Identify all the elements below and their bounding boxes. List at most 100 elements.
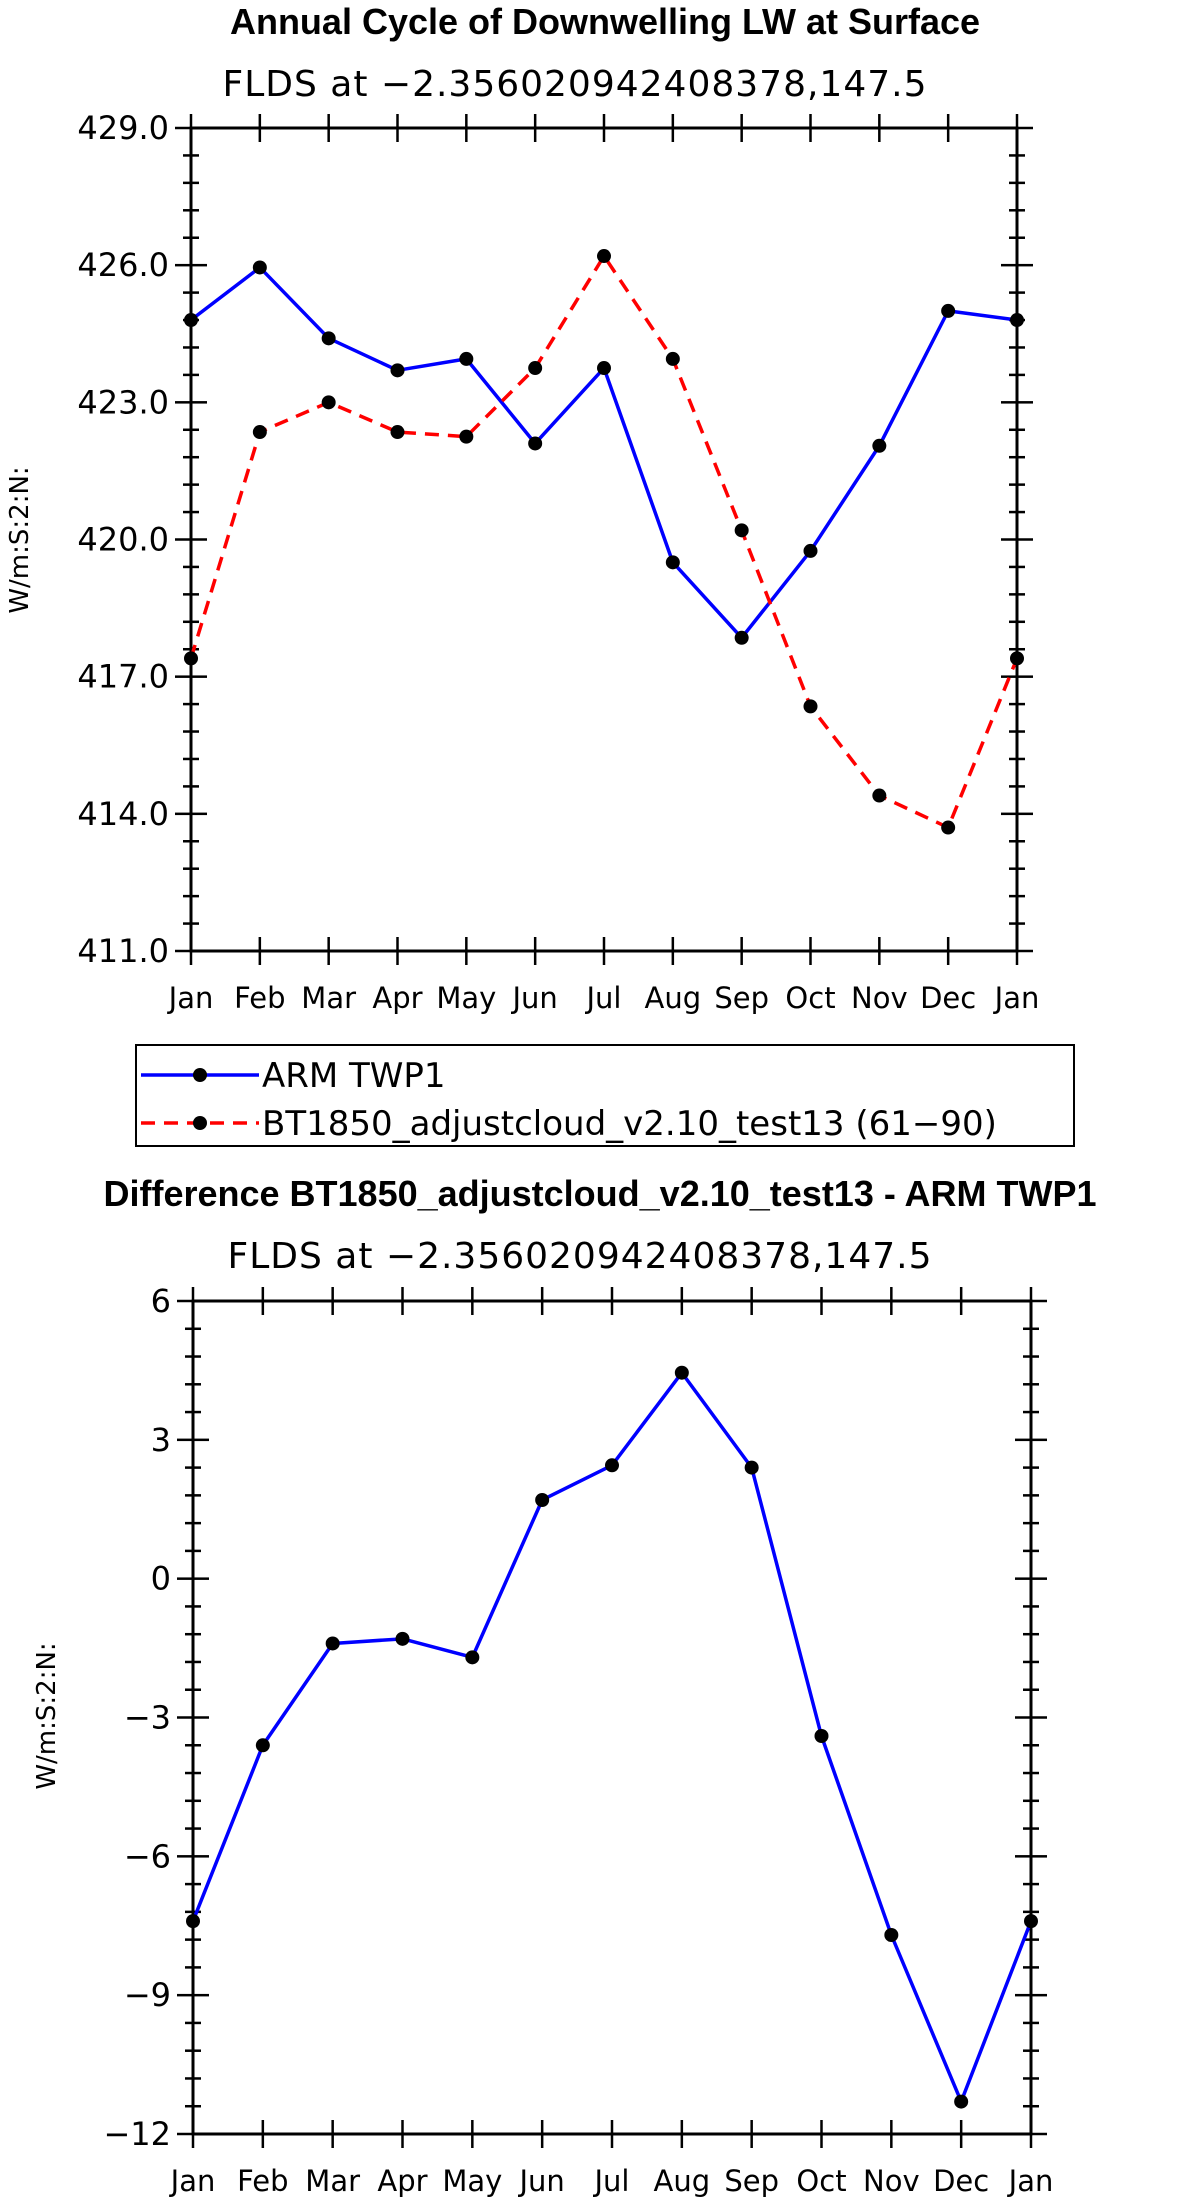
chart1-ytick-label: 411.0 (77, 932, 169, 970)
chart2-ytick-label: −3 (124, 1699, 171, 1737)
chart2-ylabel: W/m:S:2:N: (32, 1642, 62, 1789)
chart1-series-0-point (1010, 313, 1024, 328)
chart2-xtick-label: Oct (796, 2164, 846, 2198)
chart1-series-line-1 (189, 254, 1019, 830)
chart2-series-0-point (325, 1636, 340, 1651)
chart2-ytick-label: −12 (103, 2115, 171, 2153)
chart2-xtick-label: Jan (1007, 2164, 1054, 2198)
chart1-xtick-label: Dec (920, 981, 976, 1015)
chart1-series (184, 249, 1024, 835)
chart2-series-0-point (395, 1631, 410, 1646)
chart2-series-0-point (744, 1460, 759, 1475)
chart2-xtick-label: Jul (593, 2164, 630, 2198)
chart1-series-0-point (665, 555, 680, 570)
legend-box (135, 1044, 1075, 1147)
chart1-xtick-label: Sep (714, 981, 769, 1015)
chart1-series-0-point (390, 363, 405, 378)
chart1-series-1-point (803, 699, 818, 714)
chart2-ytick-label: −6 (124, 1837, 171, 1875)
chart2-xtick-label: Aug (654, 2164, 711, 2198)
chart1-xtick-label: Jun (511, 981, 558, 1015)
chart2-series-0-point (954, 2094, 969, 2109)
chart1-xtick-label: May (436, 981, 496, 1015)
legend-label-model: BT1850_adjustcloud_v2.10_test13 (61−90) (262, 1104, 997, 1144)
chart1-series-1-point (941, 820, 956, 835)
chart2-series-0-point (1024, 1914, 1038, 1929)
chart2-series-0-point (255, 1738, 270, 1753)
legend-label-arm: ARM TWP1 (262, 1056, 446, 1096)
chart1-series-1-point (252, 425, 267, 440)
chart1-xtick-label: Oct (785, 981, 835, 1015)
chart2-xtick-label: Jun (518, 2164, 565, 2198)
chart2-series-0-point (535, 1492, 550, 1507)
legend-marker-model (193, 1116, 207, 1130)
chart1-series-1-point (1010, 651, 1024, 666)
chart2-series-0-point (884, 1928, 899, 1943)
chart2-series-0-point (674, 1365, 689, 1380)
chart-difference: Difference BT1850_adjustcloud_v2.10_test… (32, 1173, 1097, 2198)
chart1-series-1-point (528, 361, 543, 376)
chart2-xtick-label: Dec (933, 2164, 989, 2198)
chart1-series-0-point (872, 438, 887, 453)
chart2-series-0-point (814, 1729, 829, 1744)
chart1-series-1-point (390, 425, 405, 440)
chart2-ytick-label: 3 (151, 1421, 171, 1459)
chart1-series-0-point (321, 331, 336, 346)
chart1-subtitle: FLDS at −2.356020942408378,147.5 (223, 64, 928, 105)
chart1-ytick-label: 414.0 (77, 795, 169, 833)
chart1-series-0-point (528, 436, 543, 451)
chart2-xtick-label: Sep (724, 2164, 779, 2198)
chart2-series (186, 1365, 1038, 2109)
chart1-series-0-point (734, 630, 749, 645)
chart1-series-0-point (941, 303, 956, 318)
chart2-plot-frame (191, 1299, 1033, 2136)
chart1-xtick-label: Mar (301, 981, 356, 1015)
chart1-xtick-label: Jul (585, 981, 622, 1015)
chart1-series-1-point (734, 523, 749, 538)
chart2-series-line-0 (191, 1370, 1033, 2104)
chart2-axes: −12 −9 −6 −3 0 3 6 Jan Feb Mar Apr May Jun Jul Aug Sep O… (103, 1282, 1053, 2198)
chart1-ytick-label: 423.0 (77, 383, 169, 421)
chart1-xtick-label: Aug (645, 981, 702, 1015)
chart1-series-line-0 (189, 265, 1018, 640)
legend: ARM TWP1 BT1850_adjustcloud_v2.10_test13… (135, 1044, 1075, 1147)
chart2-xtick-label: Mar (305, 2164, 360, 2198)
chart2-ytick-label: −9 (124, 1976, 171, 2014)
chart2-xtick-label: Nov (863, 2164, 920, 2198)
chart1-xtick-label: Apr (372, 981, 422, 1015)
chart2-series-0-point (186, 1914, 200, 1929)
chart1-series-0-point (184, 313, 198, 328)
chart2-ytick-label: 6 (151, 1282, 171, 1320)
chart2-xtick-label: Jan (169, 2164, 216, 2198)
legend-marker-arm (193, 1068, 207, 1082)
chart2-series-0-point (465, 1650, 480, 1665)
chart1-series-0-point (803, 543, 818, 558)
chart1-series-0-point (459, 351, 474, 366)
chart1-series-1-point (321, 395, 336, 410)
chart1-series-1-point (597, 249, 611, 264)
chart1-axes: 411.0 414.0 417.0 420.0 423.0 426.0 429.0 Jan Fe… (77, 109, 1039, 1015)
chart1-series-0-point (252, 260, 267, 275)
chart2-subtitle: FLDS at −2.356020942408378,147.5 (228, 1236, 933, 1277)
chart1-ytick-label: 426.0 (77, 246, 169, 284)
chart1-ylabel: W/m:S:2:N: (5, 466, 35, 613)
chart2-xtick-label: Feb (237, 2164, 288, 2198)
chart1-series-1-point (459, 429, 474, 444)
chart1-series-1-point (665, 351, 680, 366)
chart2-title: Difference BT1850_adjustcloud_v2.10_test… (103, 1173, 1096, 1214)
chart1-title: Annual Cycle of Downwelling LW at Surfac… (230, 1, 980, 42)
chart1-xtick-label: Nov (851, 981, 908, 1015)
chart1-series-1-point (872, 788, 887, 803)
chart1-ytick-label: 420.0 (77, 521, 169, 559)
chart1-xtick-label: Jan (167, 981, 214, 1015)
chart2-xtick-label: May (442, 2164, 502, 2198)
chart1-series-1-point (184, 651, 198, 666)
chart-annual-cycle: Annual Cycle of Downwelling LW at Surfac… (5, 1, 1039, 1015)
chart1-ytick-label: 429.0 (77, 109, 169, 147)
chart1-series-0-point (597, 361, 611, 376)
chart1-xtick-label: Jan (993, 981, 1040, 1015)
chart1-xtick-label: Feb (234, 981, 285, 1015)
chart2-xtick-label: Apr (377, 2164, 427, 2198)
chart1-ytick-label: 417.0 (77, 658, 169, 696)
